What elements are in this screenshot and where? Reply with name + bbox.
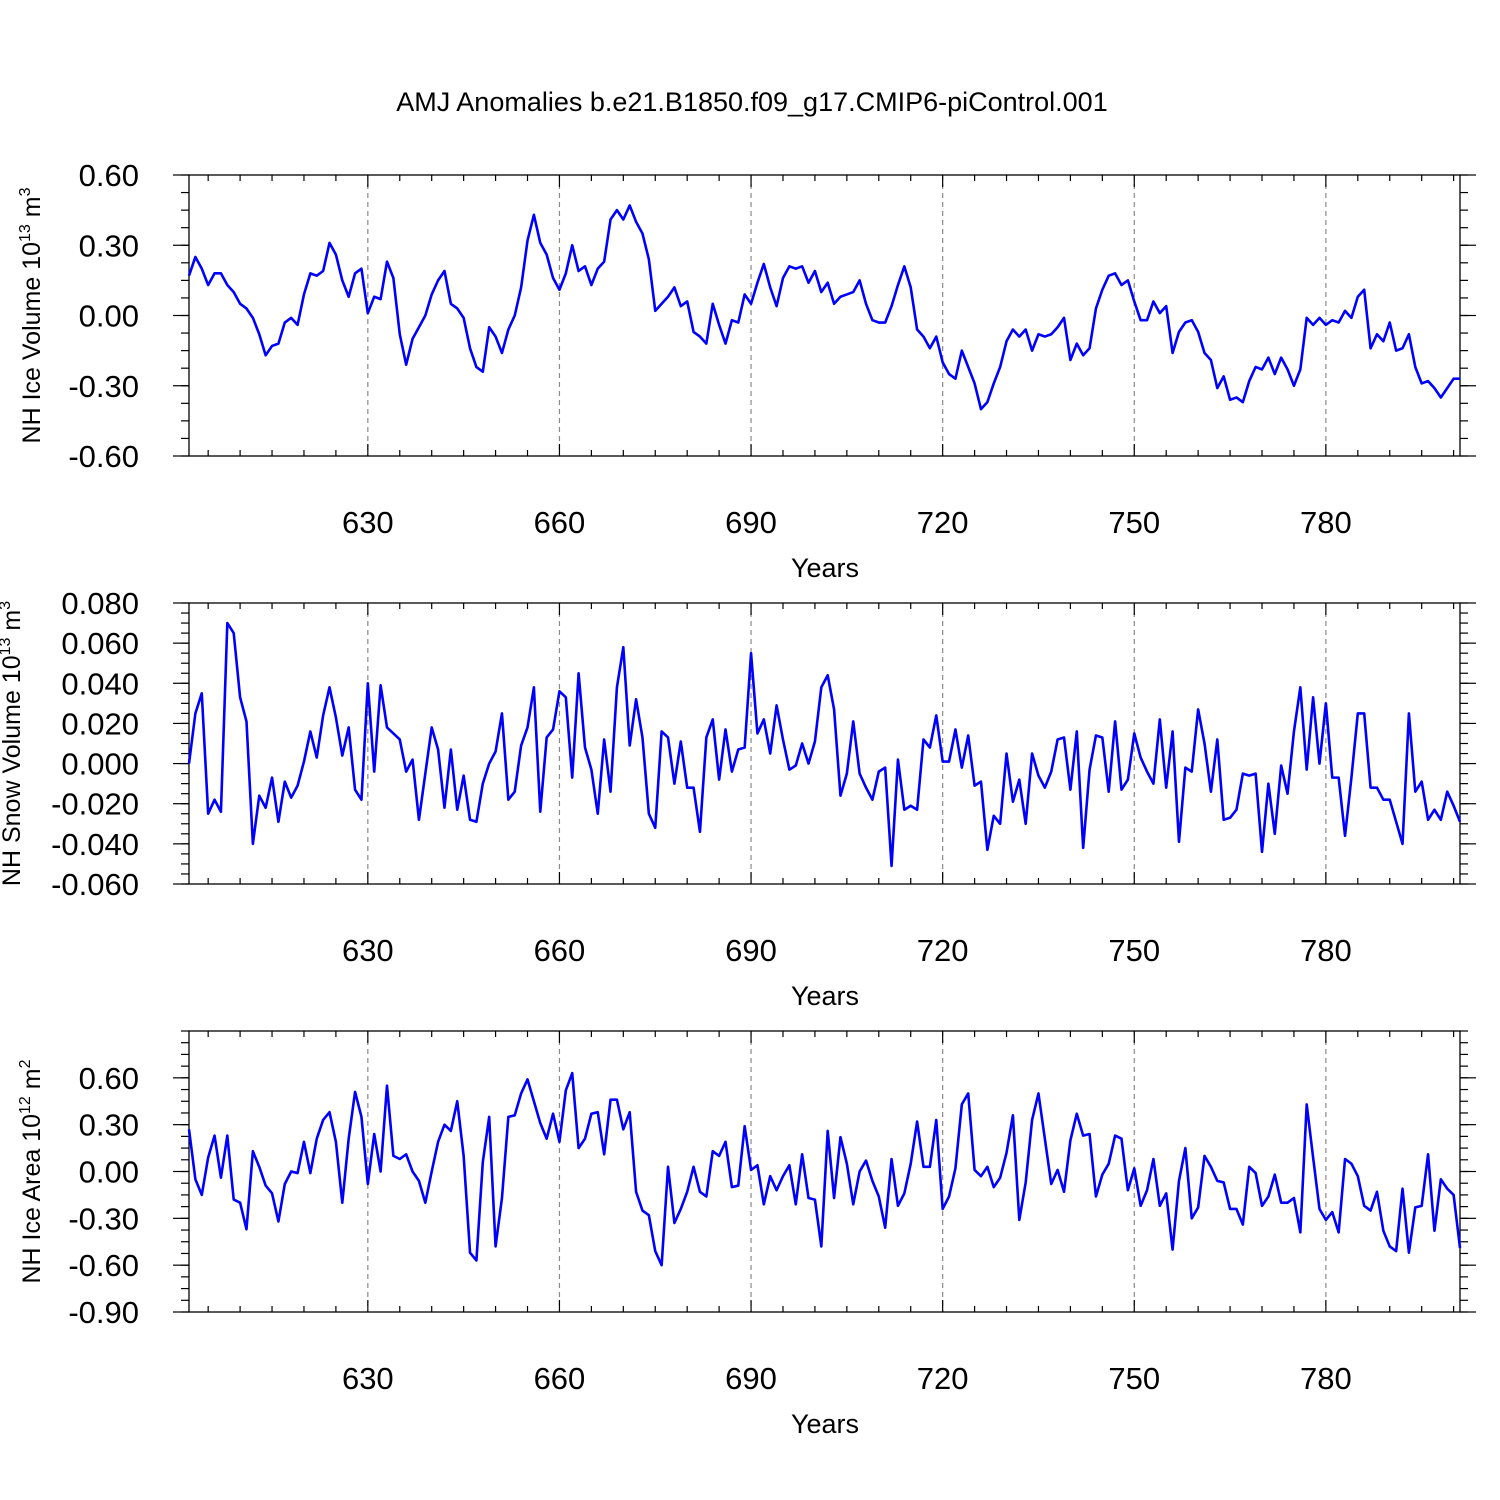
- y-axis-label: NH Ice Area 1012 m2: [17, 1059, 46, 1283]
- plot-frame: [188, 174, 1461, 457]
- y-tick-label: -0.60: [68, 1248, 139, 1283]
- y-axis-label-ylabel-main: NH Ice Area 10: [18, 1114, 46, 1284]
- x-tick-label: 690: [725, 933, 777, 968]
- y-tick-label: -0.040: [51, 827, 139, 862]
- x-tick-label: 750: [1108, 933, 1160, 968]
- x-tick-label: 630: [342, 1361, 394, 1396]
- x-tick-label: 630: [342, 933, 394, 968]
- x-tick-label: 750: [1108, 1361, 1160, 1396]
- y-tick-label: 0.020: [61, 706, 139, 741]
- x-tick-label: 660: [534, 933, 586, 968]
- x-tick-label: 690: [725, 1361, 777, 1396]
- y-axis-label-ylabel-unit-exp: 2: [17, 1059, 34, 1068]
- x-tick-label: 720: [917, 505, 969, 540]
- y-tick-label: 0.00: [79, 299, 139, 334]
- x-tick-label: 780: [1300, 1361, 1352, 1396]
- panel-1: 0.60 0.30 0.00 -0.30 -0.60 630 660 690 720 750 780…: [17, 158, 1476, 583]
- y-axis-label-ylabel-main: NH Ice Volume 10: [18, 242, 46, 444]
- y-axis-label-ylabel-exp: 12: [17, 1096, 34, 1114]
- y-tick-label: 0.040: [61, 666, 139, 701]
- y-axis-label-ylabel-unit: m: [18, 1068, 46, 1096]
- y-tick-label: -0.020: [51, 787, 139, 822]
- y-tick-label: -0.30: [68, 1201, 139, 1236]
- y-tick-label: 0.60: [79, 158, 139, 193]
- y-tick-label: 0.30: [79, 1108, 139, 1143]
- x-tick-label: 720: [917, 933, 969, 968]
- panel-2: 0.080 0.060 0.040 0.020 0.000 -0.020 -0.040 -0.…: [0, 586, 1476, 1011]
- series-line: [187, 1071, 1462, 1267]
- y-tick-label: -0.060: [51, 867, 139, 902]
- x-tick-label: 750: [1108, 505, 1160, 540]
- y-axis-label: NH Ice Volume 1013 m3: [17, 187, 46, 443]
- chart-title: AMJ Anomalies b.e21.B1850.f09_g17.CMIP6-…: [396, 87, 1107, 117]
- panel-3: 0.60 0.30 0.00 -0.30 -0.60 -0.90 630 660 690 720 7…: [17, 1030, 1476, 1439]
- y-axis-label-ylabel-unit: m: [18, 196, 46, 224]
- y-axis-label-ylabel-main: NH Snow Volume 10: [0, 655, 26, 886]
- plot-frame: [188, 602, 1461, 885]
- y-tick-label: 0.30: [79, 228, 139, 263]
- x-tick-label: 690: [725, 505, 777, 540]
- series-line: [187, 621, 1462, 868]
- x-axis-label: Years: [791, 553, 859, 583]
- y-axis-label-ylabel-exp: 13: [0, 638, 14, 656]
- y-tick-label: 0.60: [79, 1061, 139, 1096]
- y-axis-label-ylabel-unit-exp: 3: [0, 601, 14, 610]
- y-axis-label: NH Snow Volume 1013 m3: [0, 601, 26, 886]
- y-tick-label: 0.060: [61, 626, 139, 661]
- y-tick-label: -0.30: [68, 369, 139, 404]
- x-tick-label: 630: [342, 505, 394, 540]
- x-tick-label: 720: [917, 1361, 969, 1396]
- y-tick-label: 0.000: [61, 747, 139, 782]
- x-axis-label: Years: [791, 981, 859, 1011]
- x-tick-label: 780: [1300, 505, 1352, 540]
- y-axis-label-ylabel-unit-exp: 3: [17, 187, 34, 196]
- y-tick-label: -0.60: [68, 439, 139, 474]
- series-line: [187, 204, 1460, 411]
- x-tick-label: 780: [1300, 933, 1352, 968]
- y-tick-label: 0.00: [79, 1155, 139, 1190]
- y-axis-label-ylabel-unit: m: [0, 610, 26, 638]
- y-tick-label: -0.90: [68, 1295, 139, 1330]
- y-tick-label: 0.080: [61, 586, 139, 621]
- x-axis-label: Years: [791, 1409, 859, 1439]
- x-tick-label: 660: [534, 1361, 586, 1396]
- y-axis-label-ylabel-exp: 13: [17, 224, 34, 242]
- plot-frame: [188, 1030, 1461, 1313]
- x-tick-label: 660: [534, 505, 586, 540]
